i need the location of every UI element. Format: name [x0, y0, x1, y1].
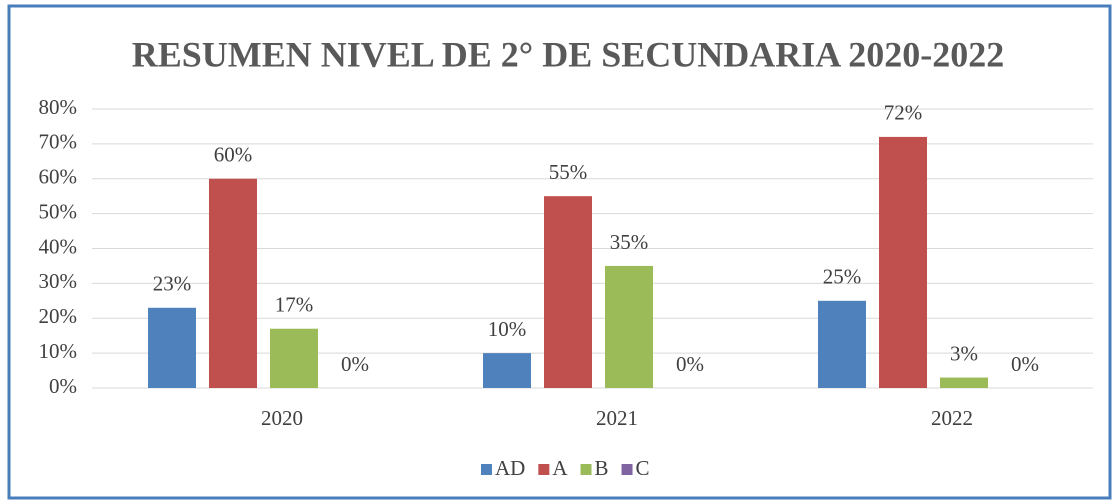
y-tick-label: 50% — [39, 199, 78, 223]
y-tick-label: 30% — [39, 269, 78, 293]
chart-title: RESUMEN NIVEL DE 2° DE SECUNDARIA 2020-2… — [132, 34, 1005, 74]
legend-label: AD — [495, 456, 525, 480]
data-label: 3% — [950, 341, 978, 365]
legend-swatch — [621, 464, 633, 475]
x-tick-label: 2021 — [596, 406, 638, 430]
data-label: 17% — [275, 293, 314, 317]
bar — [940, 377, 988, 388]
y-tick-label: 0% — [49, 374, 77, 398]
data-label: 0% — [341, 352, 369, 376]
legend-swatch — [580, 464, 592, 475]
x-tick-label: 2020 — [261, 406, 303, 430]
y-tick-label: 40% — [39, 234, 78, 258]
data-label: 60% — [214, 143, 253, 167]
bar — [544, 196, 592, 388]
bar — [148, 307, 196, 388]
data-label: 23% — [153, 272, 192, 296]
bar — [818, 300, 866, 388]
bar — [270, 328, 318, 388]
bar — [483, 353, 531, 388]
y-tick-label: 70% — [39, 130, 78, 154]
x-tick-label: 2022 — [931, 406, 973, 430]
y-tick-label: 20% — [39, 304, 78, 328]
legend-label: B — [595, 456, 609, 480]
y-tick-label: 10% — [39, 339, 78, 363]
data-label: 25% — [823, 265, 862, 289]
legend-swatch — [538, 464, 550, 475]
bar — [879, 136, 927, 388]
data-label: 0% — [676, 352, 704, 376]
data-label: 35% — [610, 230, 649, 254]
data-label: 0% — [1011, 352, 1039, 376]
legend-swatch — [481, 464, 492, 475]
legend-label: C — [636, 456, 650, 480]
bar — [605, 265, 653, 388]
y-tick-label: 80% — [39, 95, 78, 119]
y-tick-label: 60% — [39, 165, 78, 189]
data-label: 55% — [549, 160, 588, 184]
data-label: 72% — [884, 101, 923, 125]
bar — [209, 178, 257, 388]
legend-label: A — [552, 456, 568, 480]
data-label: 10% — [488, 317, 527, 341]
